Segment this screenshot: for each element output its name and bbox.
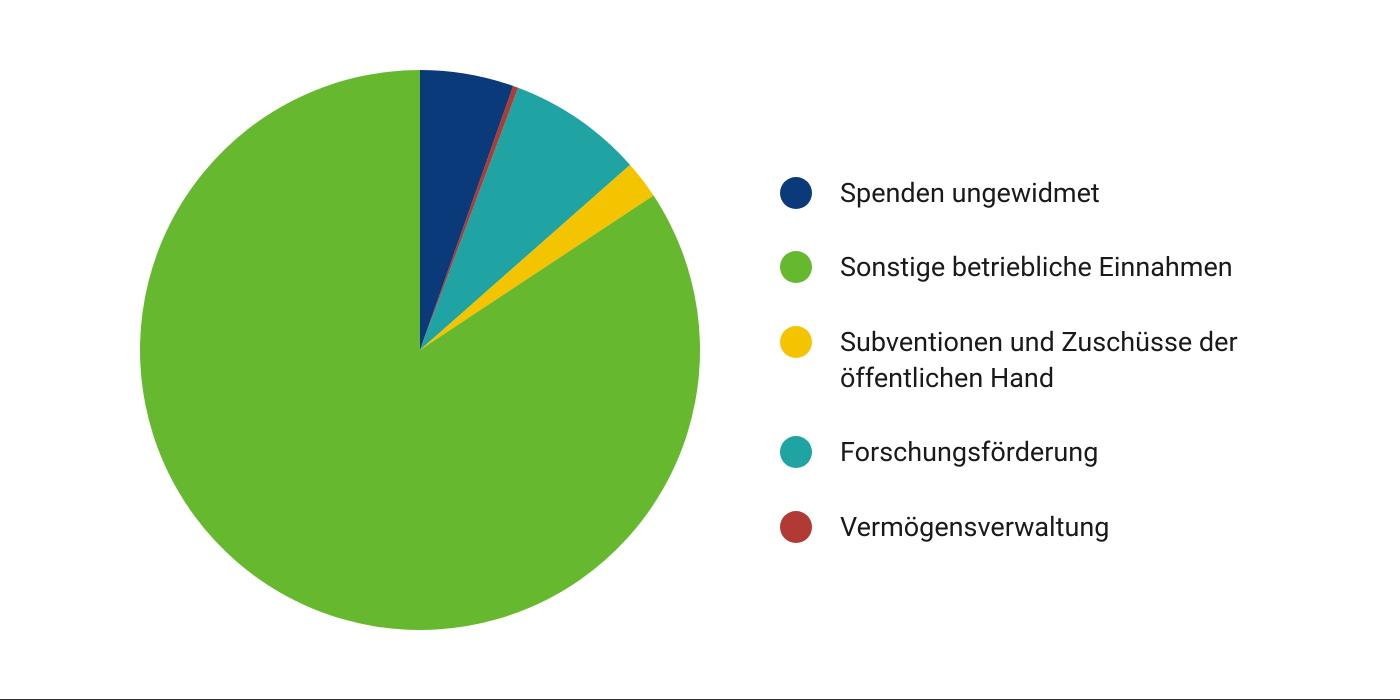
legend-item-sonstige: Sonstige betriebliche Einnahmen [780, 249, 1260, 285]
legend-label-vermoegen: Vermögensverwaltung [840, 509, 1109, 545]
chart-container: Spenden ungewidmet Sonstige betriebliche… [140, 70, 1260, 630]
legend-swatch-sonstige [780, 251, 812, 283]
legend-swatch-subventionen [780, 326, 812, 358]
legend-item-vermoegen: Vermögensverwaltung [780, 509, 1260, 545]
legend-swatch-vermoegen [780, 511, 812, 543]
pie-svg [140, 70, 700, 630]
legend-label-subventionen: Subventionen und Zuschüsse der öffentlic… [840, 324, 1260, 397]
pie-chart [140, 70, 700, 630]
legend-swatch-forschung [780, 436, 812, 468]
legend-swatch-spenden [780, 177, 812, 209]
legend-item-spenden: Spenden ungewidmet [780, 175, 1260, 211]
legend-label-sonstige: Sonstige betriebliche Einnahmen [840, 249, 1233, 285]
legend: Spenden ungewidmet Sonstige betriebliche… [780, 155, 1260, 546]
legend-item-forschung: Forschungsförderung [780, 434, 1260, 470]
legend-label-forschung: Forschungsförderung [840, 434, 1098, 470]
legend-label-spenden: Spenden ungewidmet [840, 175, 1100, 211]
legend-item-subventionen: Subventionen und Zuschüsse der öffentlic… [780, 324, 1260, 397]
